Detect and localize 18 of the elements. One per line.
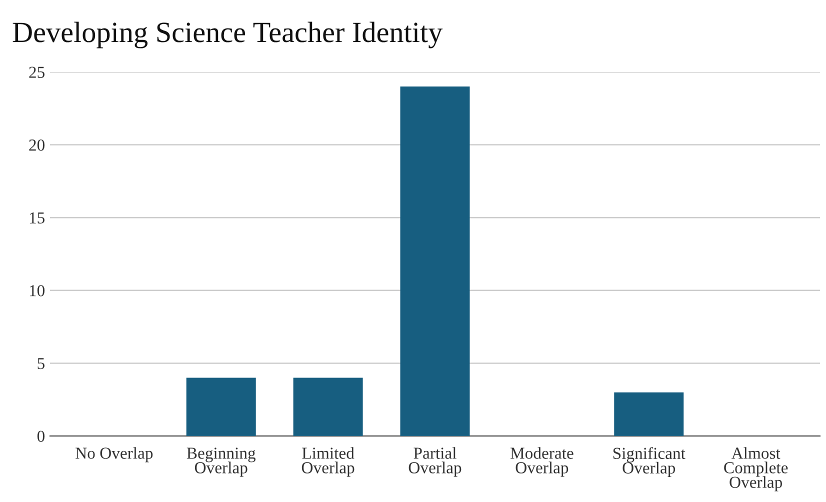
bar <box>293 378 363 436</box>
x-tick-label: Almost Complete Overlap <box>724 447 788 492</box>
bar <box>400 86 470 436</box>
bar <box>186 378 256 436</box>
x-tick-label: Partial Overlap <box>408 447 462 477</box>
x-tick-label: Moderate Overlap <box>510 447 574 477</box>
x-tick-label: Significant Overlap <box>613 447 686 477</box>
x-tick-label: Beginning Overlap <box>186 448 256 477</box>
y-tick-label: 5 <box>38 358 44 370</box>
bar <box>614 392 684 436</box>
y-tick-label: 25 <box>29 66 44 78</box>
y-tick-label: 15 <box>30 212 44 224</box>
x-tick-label: No Overlap <box>76 447 153 462</box>
x-tick-label: Limited Overlap <box>302 447 354 477</box>
y-tick-label: 0 <box>37 430 45 442</box>
chart-title: Developing Science Teacher Identity <box>12 22 443 48</box>
y-tick-label: 10 <box>30 285 45 296</box>
y-tick-label: 20 <box>29 140 45 151</box>
